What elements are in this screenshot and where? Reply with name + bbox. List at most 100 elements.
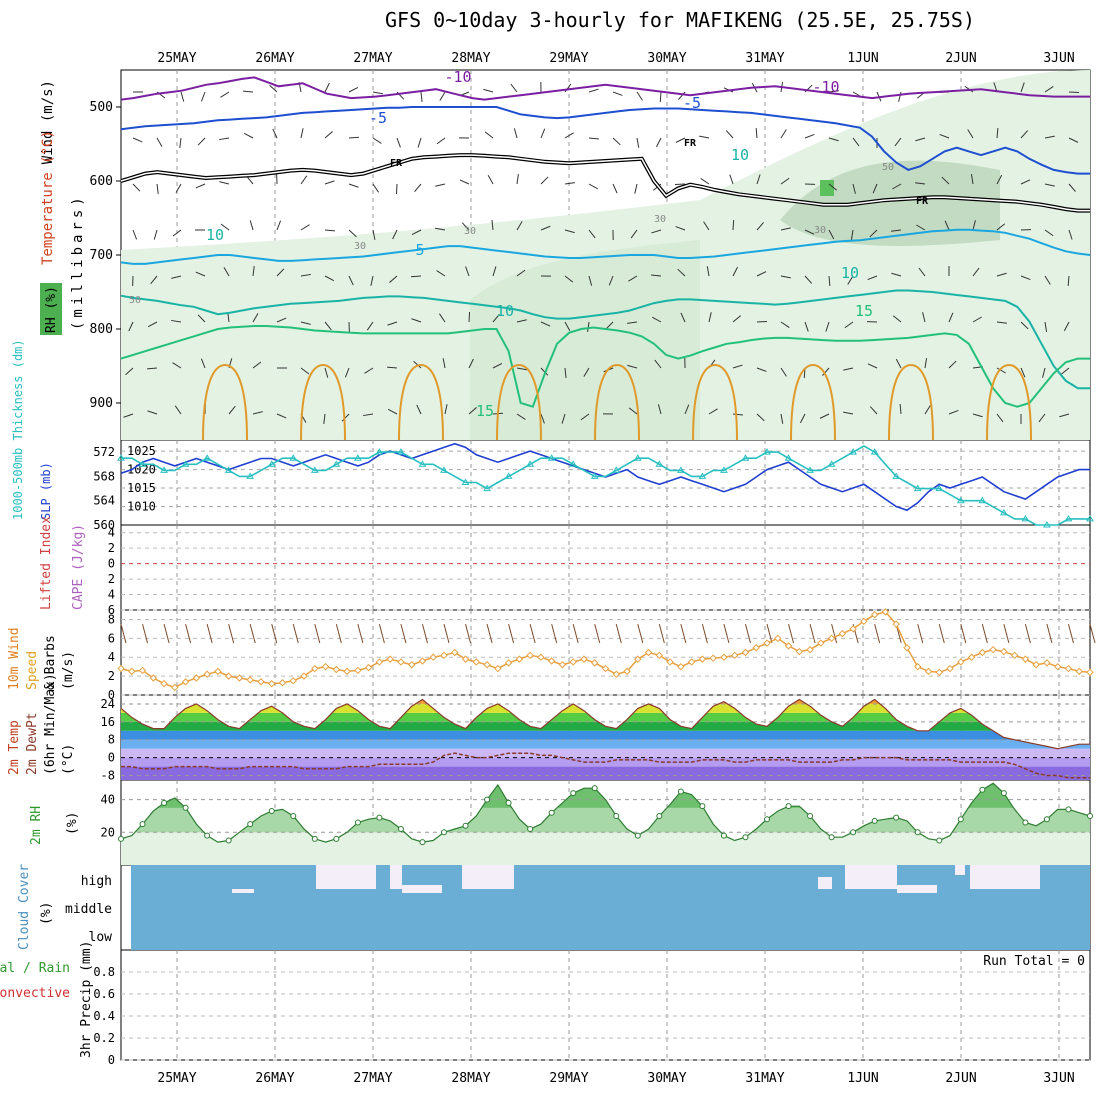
temp-tick-label: 16 [101,715,115,729]
wind10-barb [529,624,536,644]
cloud-axis-label: Cloud Cover [17,864,32,950]
wind10-speed-point [214,667,222,676]
wind10-speed-point [752,644,760,652]
slp-tick-label: 1020 [127,463,156,477]
rh2m-point [591,785,598,792]
upper-wind-barb [891,272,902,277]
rh2m-point [204,832,211,839]
wind10-barb [142,624,149,644]
rh2m-unit-label: (%) [65,812,80,835]
thickness-point [999,508,1008,516]
upper-wind-barb [819,413,830,419]
temp-contour-FR [120,154,1090,212]
upper-wind-barb [1068,137,1079,143]
upper-wind-barb [564,182,575,185]
wind10-speed-point [989,645,997,654]
temp-contour-warm [790,363,836,441]
upper-wind-barb [561,413,566,424]
wind10-speed-point [386,655,394,663]
upper-wind-barb [822,367,830,376]
thickness-point [763,448,771,455]
rh2m-point [354,819,361,826]
upper-wind-barb [605,321,614,330]
rh2m-point [893,814,900,821]
thickness-point [892,472,901,479]
temp2m-axis-label: (6hr Min/Max) [43,673,58,775]
wind10-tick-label: 2 [108,669,115,683]
upper-wind-barb [269,84,278,93]
upper-wind-barb [680,312,686,323]
upper-wind-barb [252,411,263,415]
rh2m-point [699,803,706,810]
wind10-speed-point [138,666,147,675]
upper-wind-barb [272,128,278,139]
upper-wind-barb [341,413,350,422]
thickness-tick-label: 560 [93,518,115,532]
rh-max-patch [820,180,834,196]
upper-wind-barb [220,91,230,98]
wind10-barb [981,624,988,644]
upper-wind-barb [540,413,545,424]
upper-wind-barb [756,367,767,372]
upper-wind-barb [755,127,758,139]
upper-wind-barb [899,403,902,415]
upper-wind-barb [195,183,206,189]
contour-label: 30 [814,225,826,236]
upper-wind-barb [924,358,928,369]
upper-wind-barb [892,183,902,190]
upper-wind-barb [372,183,380,193]
upper-wind-barb [756,271,767,277]
wind10-barb [465,624,472,644]
wind10-speed-point [203,670,211,678]
wind10-barb [766,624,773,644]
wind10-barb [938,624,945,644]
contour-label: 15 [855,302,873,320]
temp-contour-warm [300,363,346,441]
date-label-top: 30MAY [647,51,686,66]
upper-wind-barb [675,226,686,231]
rh2m-point [333,835,340,842]
upper-wind-barb [587,321,590,332]
upper-wind-barb [200,91,206,102]
upper-wind-barb [492,314,500,323]
wind10-barb [120,624,127,644]
wind10-tick-label: 6 [108,631,115,645]
precip-tick-label: 0.8 [93,965,115,979]
date-label-top: 26MAY [255,51,294,66]
upper-wind-barb [172,362,182,369]
upper-wind-barb [468,311,471,323]
thickness-point [267,460,276,467]
upper-wind-barb [948,409,959,415]
wind10-speed-point [967,653,976,661]
wind10-speed-point [601,664,610,673]
wind10-speed-point [784,642,793,650]
upper-wind-barb [200,358,206,369]
upper-wind-barb [459,179,470,185]
upper-wind-barb [540,321,551,327]
wind-axis-label: Wind (m/s) [40,80,56,164]
date-label-top: 28MAY [451,51,490,66]
wind10-barb [744,624,751,644]
upper-wind-barb [197,137,206,146]
stability-tick-label: 6 [108,603,115,617]
thickness-point [418,460,427,467]
thickness-point [160,466,168,473]
upper-wind-barb [540,367,549,376]
rh2m-point [139,821,146,828]
rh-shading-darker [780,160,1000,246]
upper-wind-barb [944,220,950,231]
pressure-tick-label: 900 [90,396,113,411]
upper-wind-barb [804,275,813,284]
wind10-speed-point [246,676,254,684]
wind10-speed-point [580,655,588,663]
wind10-speed-point [881,608,890,616]
cloud-clear-patch [232,889,254,893]
wind10-speed-point [763,639,771,647]
cloud-unit-label: (%) [39,902,54,925]
upper-wind-barb [1059,413,1070,418]
upper-wind-barb [651,274,662,277]
rh2m-point [957,816,964,823]
upper-wind-barb [1044,321,1048,332]
upper-wind-barb [922,312,926,323]
upper-wind-barb [132,137,143,143]
